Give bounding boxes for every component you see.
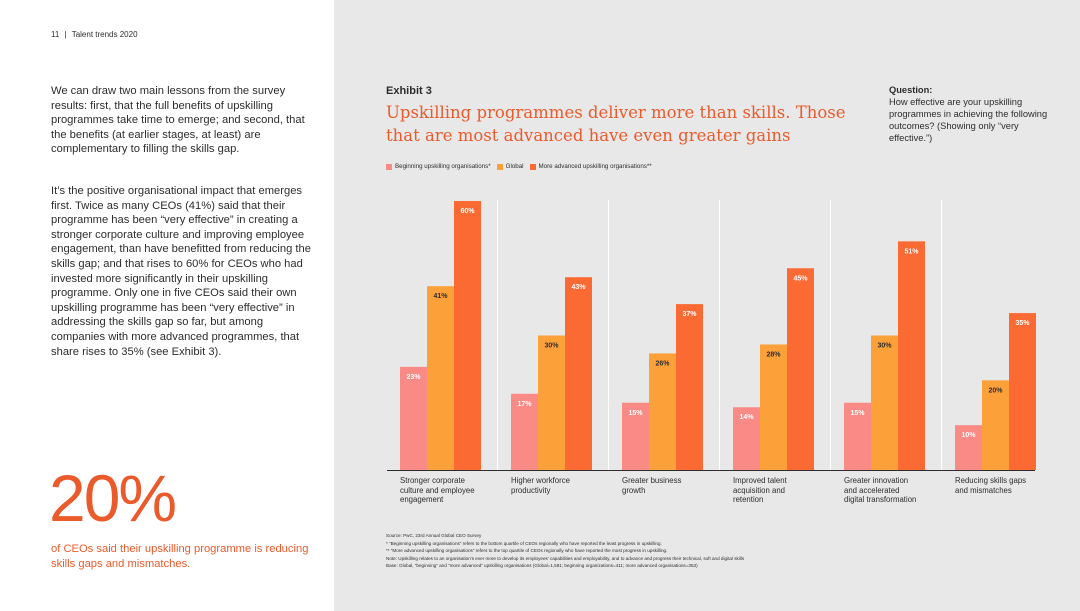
bar-value-label: 30% [544, 343, 559, 350]
bar-value-label: 10% [961, 432, 976, 439]
bar-value-label: 45% [793, 275, 808, 282]
category-label: Greater innovation and accelerated digital… [844, 476, 917, 504]
bar [982, 380, 1009, 470]
bar [871, 335, 898, 470]
bar [511, 393, 538, 470]
bar-value-label: 60% [460, 208, 475, 215]
category-label: Higher workforce productivity [511, 476, 570, 495]
legend-swatch-advanced [529, 163, 536, 170]
bar [844, 402, 871, 470]
legend-item-advanced: More advanced upskilling organisations** [529, 163, 652, 170]
category-label: Reducing skills gaps and mismatches [955, 476, 1027, 495]
page-header: 11 | Talent trends 2020 [51, 30, 138, 39]
bar [1009, 313, 1036, 470]
bar [454, 201, 481, 470]
publication-title: Talent trends 2020 [71, 30, 138, 39]
footnote-advanced: ** “More advanced upskilling organisatio… [386, 548, 668, 554]
callout-stat: 20% [49, 461, 177, 535]
legend-label-global: Global [505, 163, 524, 170]
bar [898, 241, 925, 470]
category-label: Greater business growth [622, 476, 682, 495]
bar-value-label: 15% [850, 410, 865, 417]
legend-swatch-global [496, 163, 503, 170]
bar-value-label: 37% [682, 311, 697, 318]
legend-item-global: Global [496, 163, 524, 170]
exhibit-label: Exhibit 3 [386, 85, 432, 97]
bar [955, 425, 982, 470]
bar-value-label: 28% [766, 351, 781, 358]
bar-value-label: 14% [739, 414, 754, 421]
header-separator: | [64, 30, 67, 39]
note-line: Note: Upskilling relates to an organisat… [386, 555, 745, 561]
left-panel: 11 | Talent trends 2020 We can draw two … [0, 0, 334, 611]
category-label: Stronger corporate culture and employee en… [400, 476, 475, 504]
bar [427, 286, 454, 470]
bar-value-label: 26% [655, 360, 670, 367]
bar-value-label: 51% [904, 248, 919, 255]
bar-value-label: 15% [628, 410, 643, 417]
source-notes: Source: PwC, 23rd Annual Global CEO Surv… [386, 532, 986, 570]
bar [622, 402, 649, 470]
bar-value-label: 20% [988, 387, 1003, 394]
question-label: Question: [889, 85, 933, 95]
bar [787, 268, 814, 470]
category-label: Improved talent acquisition and retention [733, 476, 787, 504]
bar-value-label: 41% [433, 293, 448, 300]
legend-swatch-beginning [386, 163, 392, 170]
legend-label-beginning: Beginning upskilling organisations* [395, 163, 491, 170]
bar [676, 304, 703, 470]
legend-label-advanced: More advanced upskilling organisations** [538, 163, 652, 170]
legend-item-beginning: Beginning upskilling organisations* [386, 163, 491, 170]
question-text: How effective are your upskilling progra… [889, 97, 1048, 143]
body-paragraph-2: It’s the positive organisational impact … [51, 185, 311, 358]
bar [733, 407, 760, 470]
chart-legend: Beginning upskilling organisations* Glob… [386, 163, 658, 170]
exhibit-title: Upskilling programmes deliver more than … [386, 103, 846, 145]
bar-value-label: 30% [877, 343, 892, 350]
footnote-beginning: * “Beginning upskilling organisations” r… [386, 540, 662, 546]
bar-value-label: 23% [406, 374, 421, 381]
bar-value-label: 35% [1015, 320, 1030, 327]
body-paragraph-1: We can draw two main lessons from the su… [51, 85, 305, 156]
bar [649, 353, 676, 470]
bar-value-label: 17% [517, 401, 532, 408]
survey-question: Question: How effective are your upskill… [889, 84, 1049, 144]
base-line: Base: Global, “beginning” and “more adva… [386, 563, 698, 569]
bar-chart: 23% 41% 60% 17% 30% 43% 15% 26% 37% 14% 28% 45% 15% 3… [387, 200, 1036, 471]
page-number: 11 [51, 30, 60, 39]
bar [400, 366, 427, 470]
bar [565, 277, 592, 470]
callout-caption: of CEOs said their upskilling programme … [51, 543, 309, 570]
bar [538, 335, 565, 470]
source-line: Source: PwC, 23rd Annual Global CEO Surv… [386, 533, 482, 538]
bar [760, 344, 787, 470]
bar-value-label: 43% [571, 284, 586, 291]
